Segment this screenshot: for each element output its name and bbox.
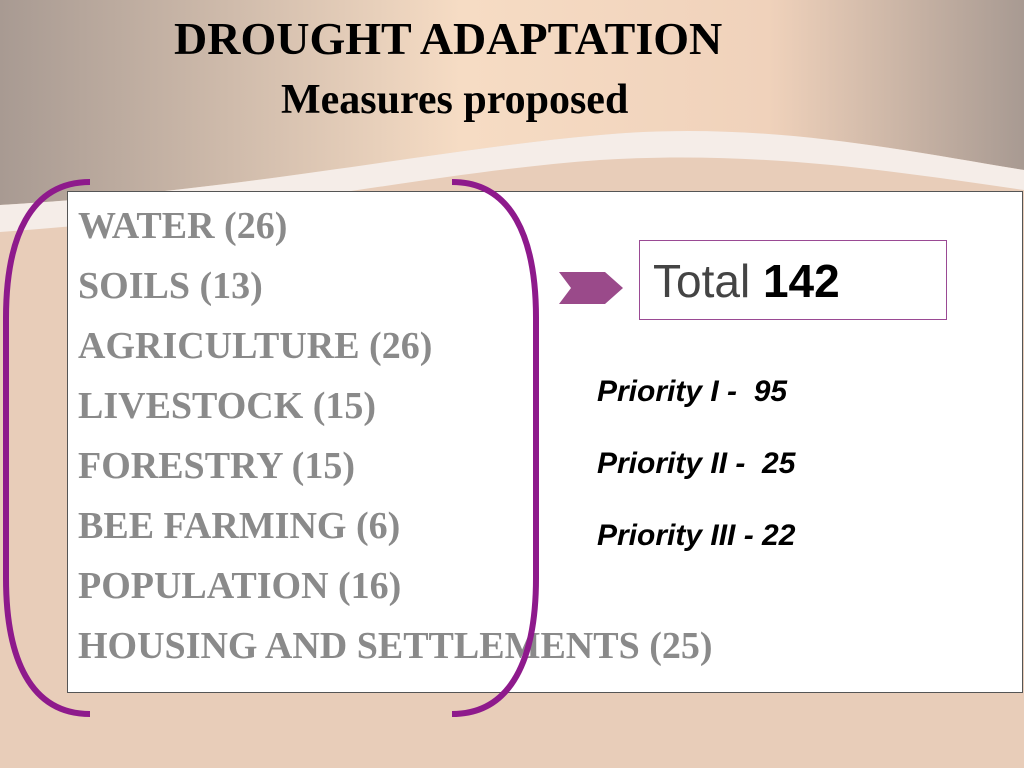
measure-item-water: WATER (26) [78, 205, 288, 247]
priorities-list: Priority I - 95 Priority II - 25 Priorit… [597, 362, 795, 578]
measure-item-livestock: LIVESTOCK (15) [78, 385, 377, 427]
priority-item-2: Priority II - 25 [597, 447, 796, 480]
slide-subtitle: Measures proposed [281, 77, 629, 123]
right-bracket [451, 179, 539, 717]
measure-item-soils: SOILS (13) [78, 265, 263, 307]
total-box: Total 142 [639, 240, 947, 320]
slide-title: DROUGHT ADAPTATION [174, 13, 723, 64]
measure-item-bee-farming: BEE FARMING (6) [78, 505, 401, 547]
total-value: 142 [762, 255, 840, 307]
measure-item-agriculture: AGRICULTURE (26) [78, 325, 433, 367]
priority-item-1: Priority I - 95 [597, 375, 788, 408]
left-bracket [3, 179, 91, 717]
total-label: Total [653, 255, 751, 307]
measures-list: WATER (26) SOILS (13) AGRICULTURE (26) L… [78, 196, 713, 676]
measure-item-forestry: FORESTRY (15) [78, 445, 355, 487]
chevron-arrow-right-icon [559, 272, 623, 304]
priority-item-3: Priority III - 22 [597, 519, 796, 552]
measure-item-housing: HOUSING AND SETTLEMENTS (25) [78, 625, 713, 667]
measure-item-population: POPULATION (16) [78, 565, 402, 607]
